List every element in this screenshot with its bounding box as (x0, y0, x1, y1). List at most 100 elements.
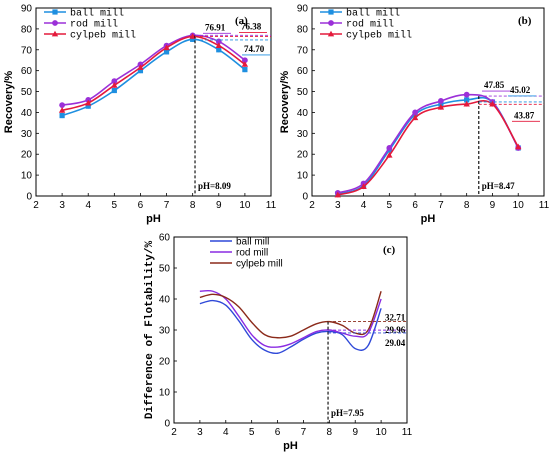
peak-label: pH=8.47 (482, 181, 515, 191)
series-line-ball-mill (337, 96, 519, 195)
x-tick-label: 8 (327, 427, 333, 438)
data-point-cylpeb-mill (189, 33, 196, 39)
legend-marker (52, 9, 58, 15)
x-tick-label: 4 (85, 200, 91, 211)
legend-label: ball mill (236, 237, 269, 248)
data-point-ball-mill (85, 103, 91, 109)
annotation-value: 74.70 (244, 44, 265, 54)
x-tick-label: 4 (361, 200, 367, 211)
panel-label: (c) (383, 244, 396, 256)
legend-label: rod mill (70, 19, 118, 31)
data-point-cylpeb-mill (215, 42, 222, 48)
x-tick-label: 8 (190, 200, 196, 211)
annotation-value: 32.71 (385, 313, 406, 323)
data-point-cylpeb-mill (58, 107, 66, 113)
data-point-cylpeb-mill (437, 103, 445, 110)
data-point-cylpeb-mill (163, 44, 170, 51)
data-point-cylpeb-mill (411, 114, 419, 121)
data-point-rod-mill (437, 98, 444, 104)
y-tick-label: 90 (297, 4, 309, 15)
y-tick-label: 90 (21, 4, 33, 15)
data-point-cylpeb-mill (241, 61, 249, 67)
x-tick-label: 6 (138, 200, 144, 211)
data-point-rod-mill (241, 57, 248, 64)
y-tick-label: 20 (159, 357, 171, 368)
annotation-value: 43.87 (514, 110, 535, 120)
y-tick-label: 70 (21, 45, 33, 56)
data-point-ball-mill (242, 67, 248, 73)
data-point-cylpeb-mill (386, 151, 393, 158)
data-point-cylpeb-mill (489, 100, 496, 107)
legend-label: cylpeb mill (70, 30, 136, 42)
y-tick-label: 20 (21, 150, 33, 161)
legend-label: ball mill (346, 8, 400, 20)
y-tick-label: 60 (21, 66, 33, 77)
x-tick-label: 7 (164, 200, 170, 211)
y-tick-label: 50 (297, 87, 309, 98)
x-tick-label: 3 (335, 200, 341, 211)
y-tick-label: 50 (21, 87, 33, 98)
y-tick-label: 30 (159, 326, 171, 337)
y-tick-label: 0 (164, 419, 170, 430)
x-axis-label: pH (421, 213, 436, 225)
panel-label: (a) (235, 15, 248, 27)
y-tick-label: 20 (297, 150, 309, 161)
annotation-value: 29.04 (385, 338, 406, 348)
x-tick-label: 2 (33, 200, 39, 211)
data-point-rod-mill (412, 109, 419, 116)
y-tick-label: 30 (297, 129, 309, 140)
x-tick-label: 11 (539, 200, 550, 211)
y-tick-label: 60 (159, 233, 171, 244)
data-point-cylpeb-mill (360, 183, 367, 189)
peak-label: pH=7.95 (331, 408, 364, 418)
legend-marker (51, 30, 59, 37)
series-line-cylpeb-mill (199, 291, 382, 339)
chart-panel-3: 2 3 4 5 6 7 8 9 10 11 0 10 20 30 40 50 60 pH Difference of… (144, 233, 413, 453)
x-tick-label: 11 (266, 200, 277, 211)
y-tick-label: 80 (297, 24, 309, 35)
y-tick-label: 40 (297, 108, 309, 119)
x-tick-label: 7 (438, 200, 444, 211)
plot-frame (173, 236, 408, 424)
data-point-rod-mill (463, 91, 470, 98)
legend-label: rod mill (236, 248, 268, 259)
legend-marker (328, 9, 334, 15)
series-line-cylpeb-mill (337, 100, 519, 196)
y-axis-label: Recovery/% (279, 71, 291, 134)
x-tick-label: 9 (352, 427, 358, 438)
x-tick-label: 9 (216, 200, 222, 211)
data-point-cylpeb-mill (334, 191, 341, 198)
y-tick-label: 0 (302, 192, 308, 203)
x-tick-label: 3 (197, 427, 203, 438)
data-point-ball-mill (464, 97, 470, 103)
chart-panel-1: 2 3 4 5 6 7 8 9 10 11 0 10 20 30 40 50 60 70 80 90 pH Recover… (3, 4, 277, 226)
x-tick-label: 5 (112, 200, 118, 211)
legend-label: cylpeb mill (346, 30, 412, 42)
y-tick-label: 30 (21, 129, 33, 140)
annotation-value: 29.96 (385, 325, 406, 335)
data-point-rod-mill (386, 145, 393, 151)
series-line-rod-mill (199, 289, 382, 348)
x-tick-label: 2 (309, 200, 315, 211)
y-tick-label: 10 (21, 171, 33, 182)
x-tick-label: 10 (376, 427, 388, 438)
data-point-cylpeb-mill (463, 100, 470, 107)
x-tick-label: 10 (513, 200, 525, 211)
data-point-rod-mill (111, 78, 118, 85)
series-line-ball-mill (199, 299, 382, 355)
x-tick-label: 6 (275, 427, 281, 438)
series-line-rod-mill (337, 93, 519, 194)
annotation-value: 76.38 (241, 21, 262, 31)
y-axis-label: Difference of Flotability/% (144, 240, 156, 419)
data-point-rod-mill (59, 102, 66, 109)
x-axis-label: pH (146, 213, 161, 225)
data-point-ball-mill (137, 68, 144, 74)
annotation-value: 47.85 (484, 80, 505, 90)
y-tick-label: 60 (297, 66, 309, 77)
legend-label: rod mill (346, 19, 394, 31)
x-tick-label: 4 (223, 427, 229, 438)
y-tick-label: 70 (297, 45, 309, 56)
data-point-cylpeb-mill (515, 143, 522, 150)
annotation-value: 76.91 (205, 22, 226, 32)
